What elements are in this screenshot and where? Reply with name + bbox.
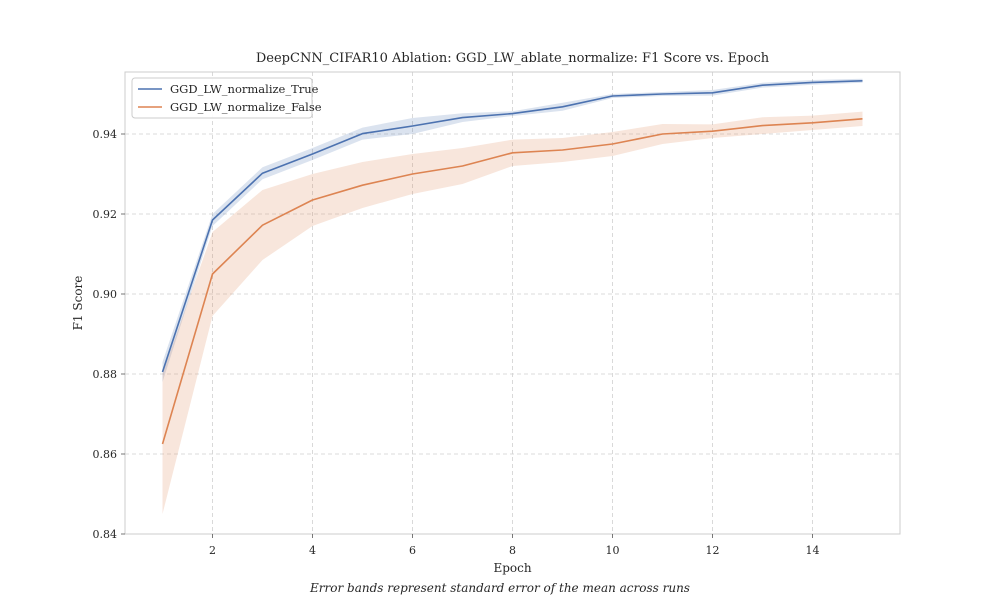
x-tick-label: 12 (706, 544, 720, 557)
y-axis-label: F1 Score (71, 276, 85, 331)
legend-label: GGD_LW_normalize_False (170, 100, 322, 114)
x-tick-label: 8 (509, 544, 516, 557)
y-tick-label: 0.88 (93, 368, 118, 381)
series-line (161, 118, 863, 445)
legend-label: GGD_LW_normalize_True (170, 82, 319, 96)
series-line (161, 80, 863, 373)
y-tick-label: 0.92 (93, 208, 118, 221)
chart-caption: Error bands represent standard error of … (310, 581, 690, 595)
legend-box (131, 77, 313, 119)
x-tick-label: 2 (209, 544, 216, 557)
chart-title: DeepCNN_CIFAR10 Ablation: GGD_LW_ablate_… (255, 51, 770, 66)
error-band (162, 111, 863, 514)
x-tick-label: 6 (409, 544, 416, 557)
x-tick-label: 10 (606, 544, 620, 557)
y-tick-label: 0.90 (93, 288, 118, 301)
y-tick-label: 0.84 (93, 528, 118, 541)
x-tick-label: 4 (309, 544, 316, 557)
y-tick-label: 0.86 (93, 448, 118, 461)
x-tick-label: 14 (806, 544, 820, 557)
x-axis-label: Epoch (493, 561, 531, 575)
y-tick-label: 0.94 (93, 128, 118, 141)
